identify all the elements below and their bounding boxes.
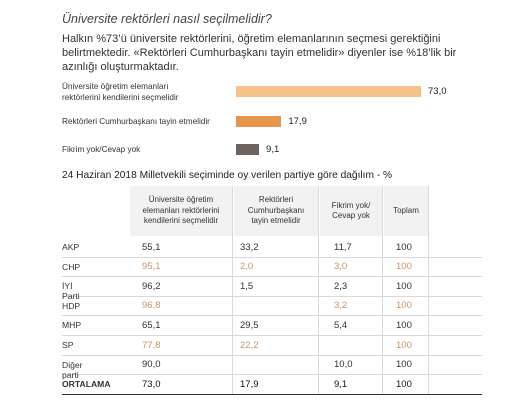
bar-category-label-line: Fikrim yok/Cevap yok — [62, 145, 141, 154]
table-cell: 1,5 — [240, 280, 254, 292]
table-column-header: Rektörleri Cumhurbaşkanı tayin etmelidir — [234, 186, 318, 236]
table-column-header-line: Fikrim yok/ — [331, 200, 371, 210]
table-cell: 29,5 — [240, 319, 259, 331]
table-row-label: AKP — [62, 242, 80, 252]
table-row-divider — [62, 315, 482, 317]
table-cell: 96,8 — [142, 300, 161, 312]
table-row-label: SP — [62, 340, 74, 350]
table-column-divider — [232, 186, 233, 395]
table-cell: 100 — [396, 339, 412, 351]
intro-text: Halkın %73’ü üniversite rektörlerini, öğ… — [62, 33, 457, 73]
table-row-label: İYİ Parti — [62, 281, 80, 302]
table-cell: 33,2 — [240, 241, 259, 253]
table-row-divider — [62, 374, 482, 376]
table-cell: 100 — [396, 261, 412, 273]
table-cell: 96,2 — [142, 280, 161, 292]
table-cell: 100 — [396, 378, 412, 390]
table-column-header: Üniversite öğretim elemanları rektörlerin… — [130, 186, 232, 236]
table-cell: 10,0 — [334, 359, 353, 371]
table-cell: 95,1 — [142, 261, 161, 273]
table-row-divider — [62, 393, 482, 395]
table-column-header-line: Cumhurbaşkanı — [247, 205, 305, 215]
table-cell: 65,1 — [142, 319, 161, 331]
table-cell: 100 — [396, 241, 412, 253]
table-cell: 90,0 — [142, 359, 161, 371]
bar-value-label: 9,1 — [266, 143, 280, 155]
table-cell: 3,2 — [334, 300, 348, 312]
table-column-divider — [318, 186, 319, 395]
table-row-divider — [62, 354, 482, 356]
table-cell: 9,1 — [334, 378, 348, 390]
bar-category-label-line: rektörlerini kendilerini seçmelidir — [62, 92, 179, 102]
table-cell: 100 — [396, 280, 412, 292]
table-cell: 5,4 — [334, 319, 348, 331]
table-row-label: HDP — [62, 300, 81, 311]
table-column-header-line: Toplam — [393, 205, 419, 215]
table-cell: 100 — [396, 319, 412, 331]
table-row-label: Diğer parti — [62, 359, 83, 380]
table-column-divider — [428, 186, 429, 395]
bar-value-label: 17,9 — [288, 115, 307, 127]
table-column-header-line: Cevap yok — [332, 211, 370, 220]
bar-category-label: Rektörleri Cumhurbaşkanı tayin etmelidir — [62, 116, 210, 127]
table-column-divider — [382, 186, 383, 395]
bar-category-label-line: Rektörleri Cumhurbaşkanı tayin etmelidir — [62, 117, 210, 126]
table-row-label: ORTALAMA — [62, 379, 111, 390]
bar-category-label-line: Üniversite öğretim elemanları — [62, 81, 169, 91]
table-cell: 77,8 — [142, 339, 161, 351]
table-cell: 100 — [396, 300, 412, 312]
table-row-divider — [62, 276, 482, 278]
bar-category-label: Üniversite öğretim elemanları rektörlerin… — [62, 81, 178, 103]
table-row-label: CHP — [62, 261, 81, 272]
page-title: Üniversite rektörleri nasıl seçilmelidir… — [62, 12, 272, 26]
table-cell: 22,2 — [240, 339, 259, 351]
table-column-header-line: tayin etmelidir — [251, 216, 301, 226]
table-cell: 17,9 — [240, 378, 259, 390]
table-row-divider — [62, 295, 482, 297]
table-cell: 73,0 — [142, 378, 161, 390]
table-cell: 2,3 — [334, 280, 348, 292]
table-title: 24 Haziran 2018 Milletvekili seçiminde o… — [62, 170, 393, 181]
table-column-header-line: Rektörleri — [258, 195, 294, 205]
bar-value-label: 73,0 — [428, 85, 447, 97]
table-cell: 55,1 — [142, 241, 161, 253]
table-column-header-line: elemanları rektörlerini — [142, 205, 220, 215]
table-row-label: MHP — [62, 320, 82, 331]
table-cell: 11,7 — [334, 241, 352, 253]
table-column-header: Fikrim yok/Cevap yok — [320, 186, 382, 236]
bar — [236, 116, 282, 127]
bar — [236, 144, 260, 155]
table-column-header-line: Üniversite öğretim — [148, 195, 214, 205]
table-cell: 3,0 — [334, 261, 348, 273]
table-column-header: Toplam — [384, 186, 428, 236]
table-row-divider — [62, 256, 482, 258]
table-column-header-line: kendilerini seçmelidir — [143, 216, 219, 226]
bar — [236, 86, 421, 97]
table-row-divider — [62, 335, 482, 336]
table-cell: 2,0 — [240, 261, 254, 273]
table-cell: 100 — [396, 359, 412, 371]
bar-category-label: Fikrim yok/Cevap yok — [62, 144, 140, 155]
